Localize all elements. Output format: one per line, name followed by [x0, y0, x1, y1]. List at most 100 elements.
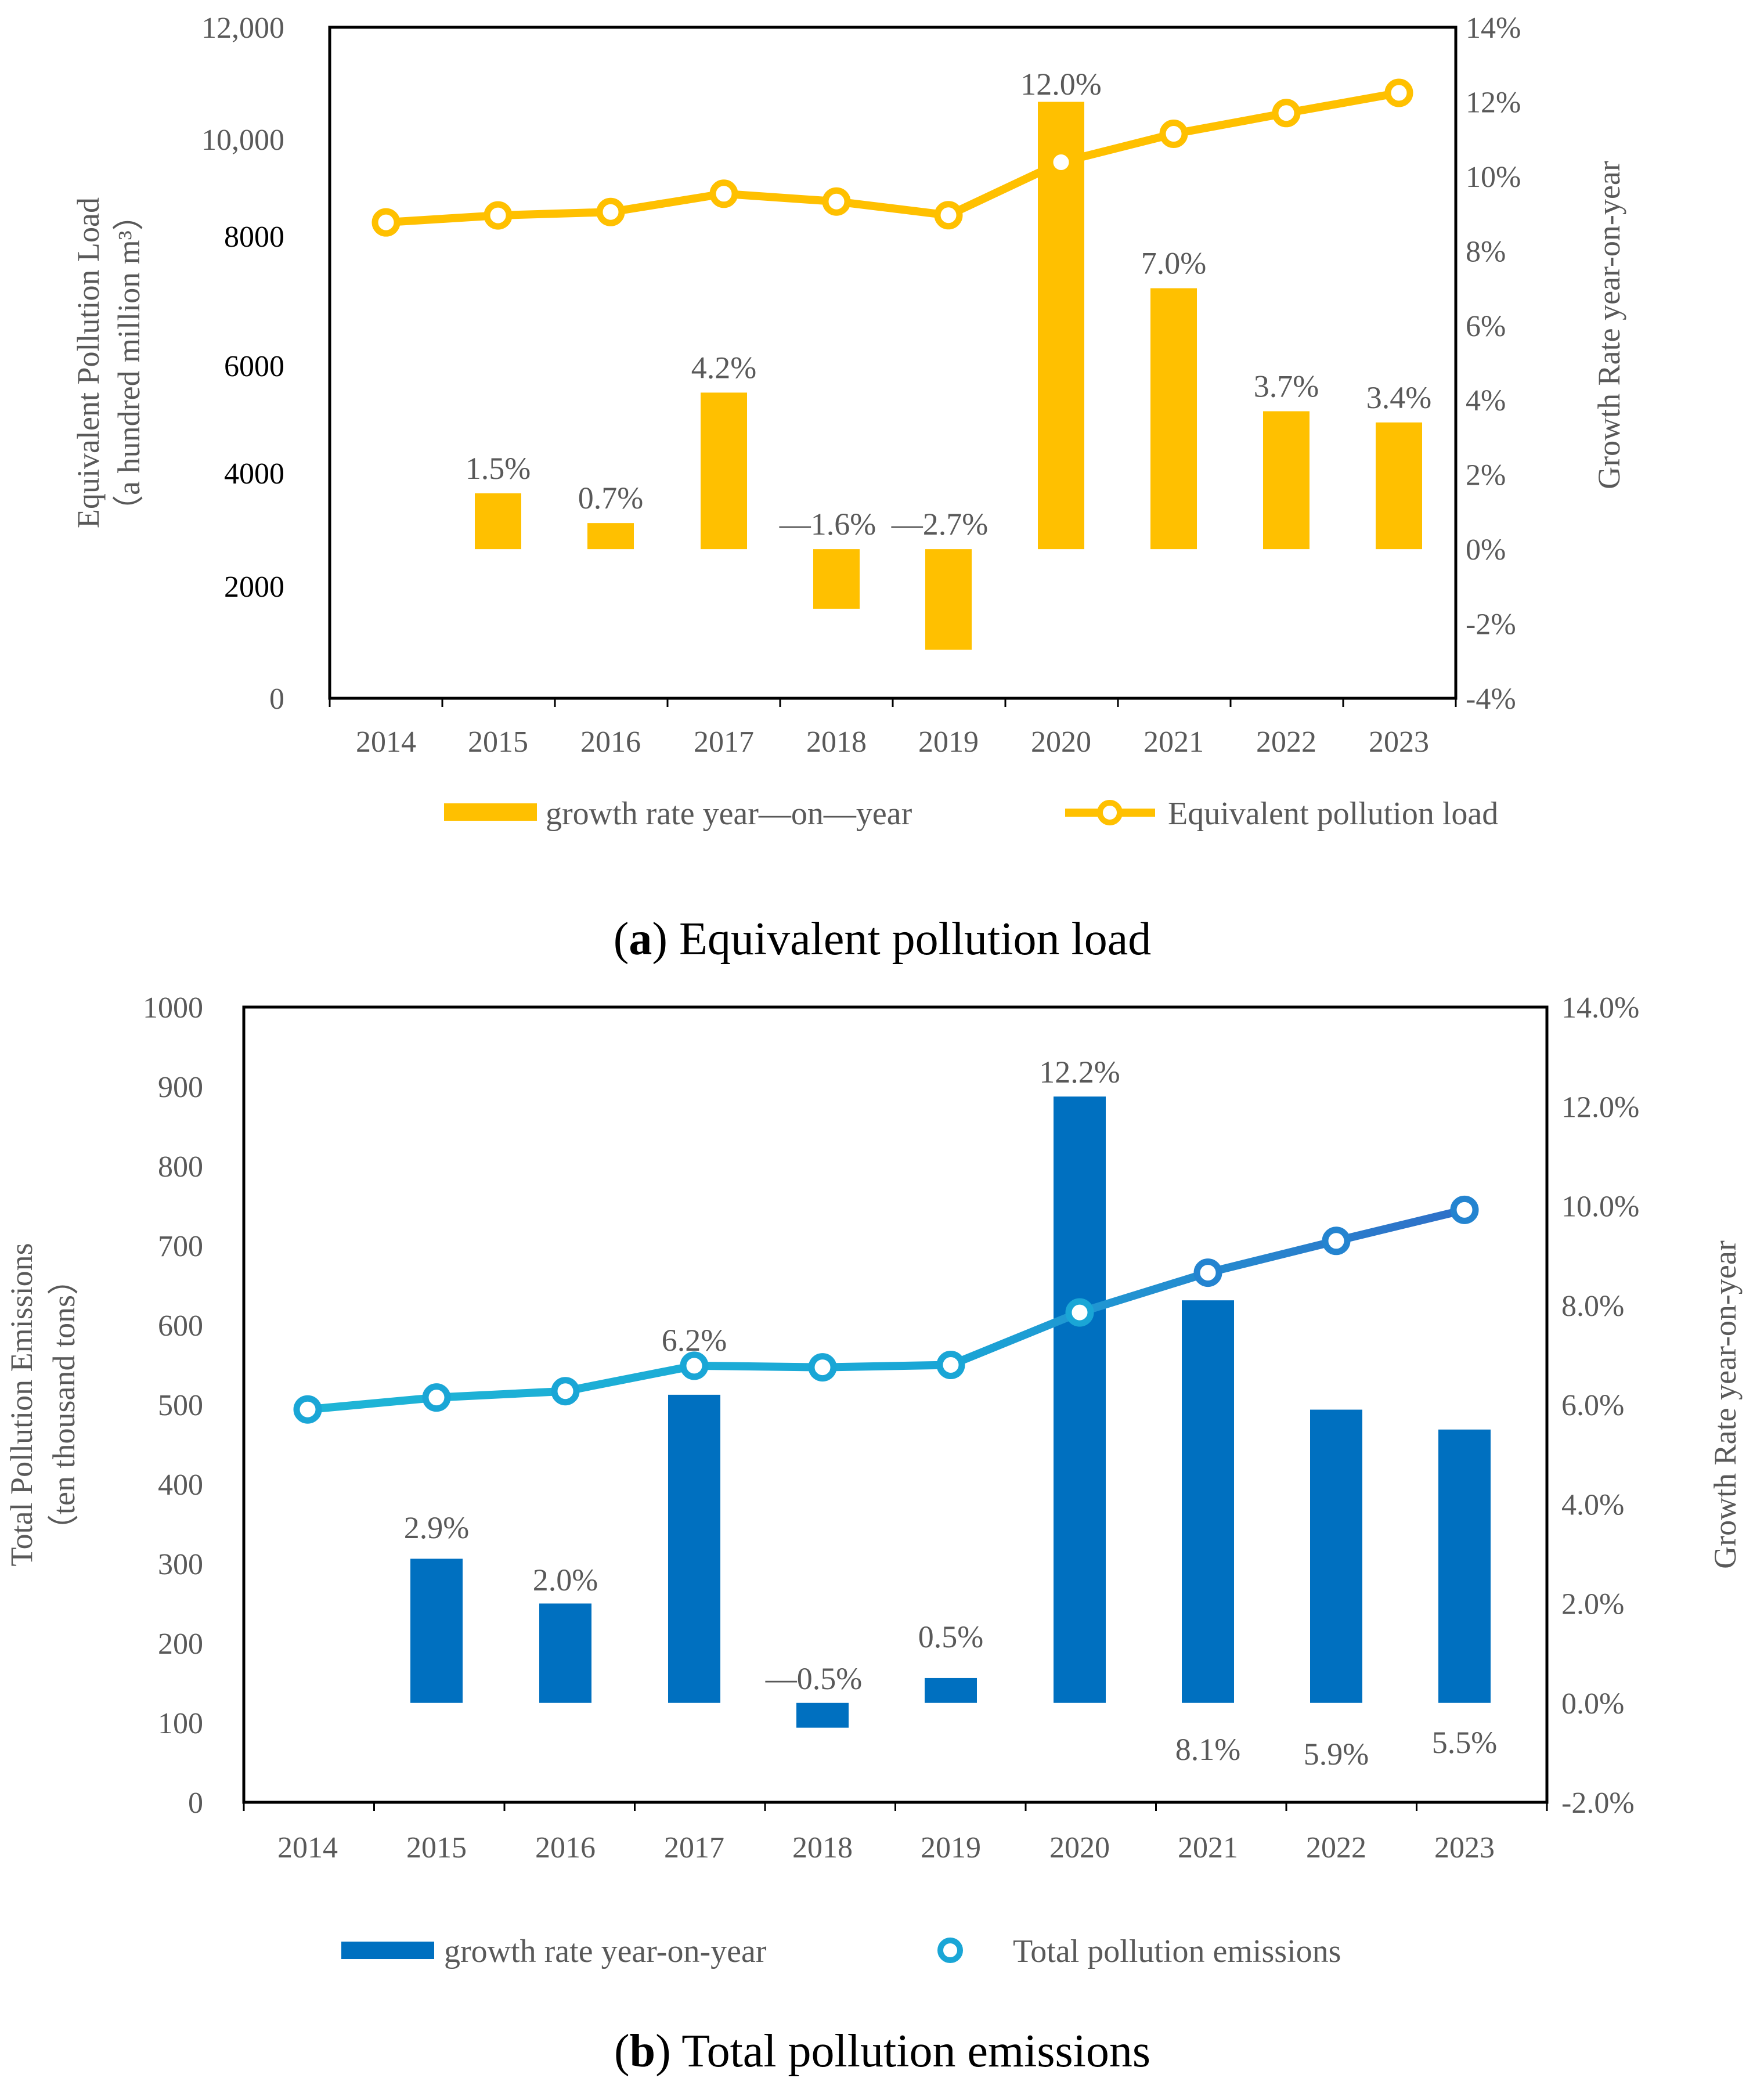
chart-b-x-tick-label: 2020 — [1049, 1831, 1110, 1864]
chart-b-x-tick-label: 2018 — [792, 1831, 853, 1864]
chart-a-left-tick: 10,000 — [201, 124, 284, 157]
chart-b-line-point-2014 — [293, 1395, 322, 1424]
chart-a-line-point-2021 — [1159, 120, 1188, 149]
chart-b-x-tick-label: 2022 — [1306, 1831, 1366, 1864]
chart-a-x-tick-label: 2015 — [468, 726, 528, 759]
chart-b-right-tick: 14.0% — [1561, 991, 1639, 1024]
chart-a-right-tick: 14% — [1466, 12, 1521, 45]
chart-a-line-point-2015 — [484, 201, 513, 230]
chart-b-left-tick: 1000 — [143, 991, 203, 1024]
chart-a-line-point-2017 — [709, 179, 738, 208]
chart-a-caption: (a) Equivalent pollution load — [614, 914, 1151, 965]
chart-b-bar-2018 — [796, 1702, 849, 1728]
chart-a-left-tick: 2000 — [224, 571, 284, 604]
chart-a-left-tick: 8000 — [224, 221, 284, 254]
chart-b-line-point-2023 — [1450, 1195, 1479, 1224]
chart-b-caption: (b) Total pollution emissions — [614, 2026, 1150, 2077]
chart-a-line-series — [385, 89, 1400, 227]
chart-a-right-tick: -4% — [1466, 683, 1516, 716]
chart-b-line-point-2018 — [808, 1353, 837, 1382]
chart-b-bar-2019 — [925, 1677, 977, 1703]
chart-a-right-tick: 0% — [1466, 533, 1506, 567]
chart-b-left-tick: 400 — [158, 1469, 203, 1502]
chart-a-bar-label: —1.6% — [779, 507, 876, 542]
chart-b-line — [293, 1195, 1479, 1424]
chart-b-bar-label: 5.5% — [1432, 1725, 1497, 1760]
chart-b-bar-label: 8.1% — [1175, 1732, 1240, 1767]
chart-b-bar-2015 — [410, 1559, 463, 1703]
chart-b-left-axis-ticks: 0 100 200 300 400 500 600 700 800 900 1000 — [143, 991, 203, 1820]
chart-b-caption-letter: b — [630, 2026, 656, 2077]
chart-b-left-tick: 900 — [158, 1071, 203, 1104]
chart-a-bar-2017 — [701, 392, 747, 550]
chart-b-bar-2021 — [1182, 1300, 1234, 1703]
chart-a-bar-2021 — [1150, 288, 1197, 550]
chart-b-left-tick: 500 — [158, 1389, 203, 1422]
chart-b-right-axis-title: Growth Rate year-on-year — [1708, 1240, 1743, 1569]
chart-b-bar-2020 — [1054, 1096, 1106, 1703]
chart-a-caption-letter: a — [629, 914, 652, 965]
chart-a-left-tick: 4000 — [224, 457, 284, 490]
chart-b-left-tick: 200 — [158, 1628, 203, 1661]
chart-a-x-tick-label: 2020 — [1031, 726, 1091, 759]
chart-a-line — [371, 78, 1413, 237]
chart-b-line-point-2017 — [680, 1351, 709, 1380]
chart-b-line-point-2020 — [1065, 1298, 1094, 1327]
chart-a-bar-label: 3.4% — [1366, 380, 1431, 415]
chart-b-left-axis-unit: （ten thousand tons） — [46, 1264, 81, 1546]
chart-b-left-tick: 0 — [188, 1787, 203, 1820]
chart-a-line-point-2014 — [371, 208, 401, 237]
chart-b-right-tick: 12.0% — [1561, 1091, 1639, 1124]
chart-b-x-tick-label: 2017 — [664, 1831, 724, 1864]
chart-b-bar-2016 — [539, 1603, 591, 1703]
chart-a-bar-label: 12.0% — [1020, 67, 1101, 102]
chart-b-right-axis-ticks: -2.0% 0.0% 2.0% 4.0% 6.0% 8.0% 10.0% 12.0% 14.0% — [1561, 991, 1639, 1820]
chart-b-line-point-2015 — [422, 1383, 451, 1412]
chart-a-data-labels: 1.5% 0.7% 4.2% —1.6% —2.7% 12.0% 7.0% 3.7% 3.4% — [466, 67, 1431, 542]
chart-a-bar-label: 0.7% — [578, 481, 643, 515]
chart-a-x-tick-label: 2022 — [1256, 726, 1316, 759]
chart-b-bar-label: 5.9% — [1304, 1737, 1369, 1772]
chart-b-left-tick: 300 — [158, 1548, 203, 1581]
chart-b-right-tick: -2.0% — [1561, 1787, 1635, 1820]
chart-a-x-tick-label: 2014 — [356, 726, 416, 759]
chart-a-right-tick: 2% — [1466, 459, 1506, 492]
chart-a-legend-bar-label: growth rate year—on—year — [546, 796, 912, 832]
chart-b-bar-label: 6.2% — [662, 1323, 727, 1358]
chart-b-bar-2023 — [1438, 1429, 1491, 1703]
chart-b-x-tick-label: 2016 — [535, 1831, 596, 1864]
chart-a-plot-area — [328, 26, 1458, 700]
chart-a-line-point-2019 — [934, 201, 963, 230]
chart-a-left-tick: 6000 — [224, 350, 284, 383]
chart-a-right-tick: 6% — [1466, 310, 1506, 343]
chart-a-bar-label: 3.7% — [1254, 369, 1319, 403]
chart-a-line-point-2023 — [1384, 78, 1413, 107]
chart-b-bars — [410, 1096, 1491, 1728]
chart-a-right-tick: -2% — [1466, 608, 1516, 641]
chart-b-data-labels: 2.9% 2.0% 6.2% —0.5% 0.5% 12.2% 8.1% 5.9% 5.5% — [404, 1055, 1497, 1772]
chart-b-left-tick: 800 — [158, 1150, 203, 1184]
chart-a-right-tick: 12% — [1466, 86, 1521, 119]
chart-b-bar-label: 2.0% — [533, 1563, 598, 1597]
chart-a-x-tick-label: 2017 — [694, 726, 754, 759]
chart-b-legend-bar-swatch — [341, 1942, 434, 1959]
chart-a-left-axis-title: Equivalent Pollution Load — [71, 197, 106, 528]
chart-a-caption-text: Equivalent pollution load — [679, 914, 1151, 965]
chart-a-right-tick: 10% — [1466, 161, 1521, 194]
chart-a-line-point-2016 — [596, 197, 625, 226]
chart-a-bars — [475, 102, 1422, 650]
chart-a-right-axis-title: Growth Rate year-on-year — [1592, 161, 1626, 489]
chart-b-x-axis-ticks: 2014 2015 2016 2017 2018 2019 2020 2021 2022 2023 — [243, 1802, 1548, 1864]
chart-b-bar-label: —0.5% — [765, 1661, 862, 1696]
chart-b-left-axis-title: Total Pollution Emissions — [4, 1243, 39, 1566]
chart-b-x-tick-label: 2019 — [921, 1831, 981, 1864]
chart-b-x-tick-label: 2023 — [1434, 1831, 1495, 1864]
chart-b-right-tick: 0.0% — [1561, 1687, 1624, 1720]
chart-a: 0 2000 4000 6000 8000 10,000 12,000 -4% -2% 0% 2%… — [71, 12, 1626, 965]
chart-a-legend-line-marker — [1097, 800, 1123, 825]
chart-a-x-tick-label: 2023 — [1369, 726, 1429, 759]
chart-a-right-tick: 4% — [1466, 384, 1506, 417]
chart-a-bar-label: 4.2% — [691, 350, 756, 385]
chart-b-line-point-2021 — [1193, 1258, 1222, 1287]
